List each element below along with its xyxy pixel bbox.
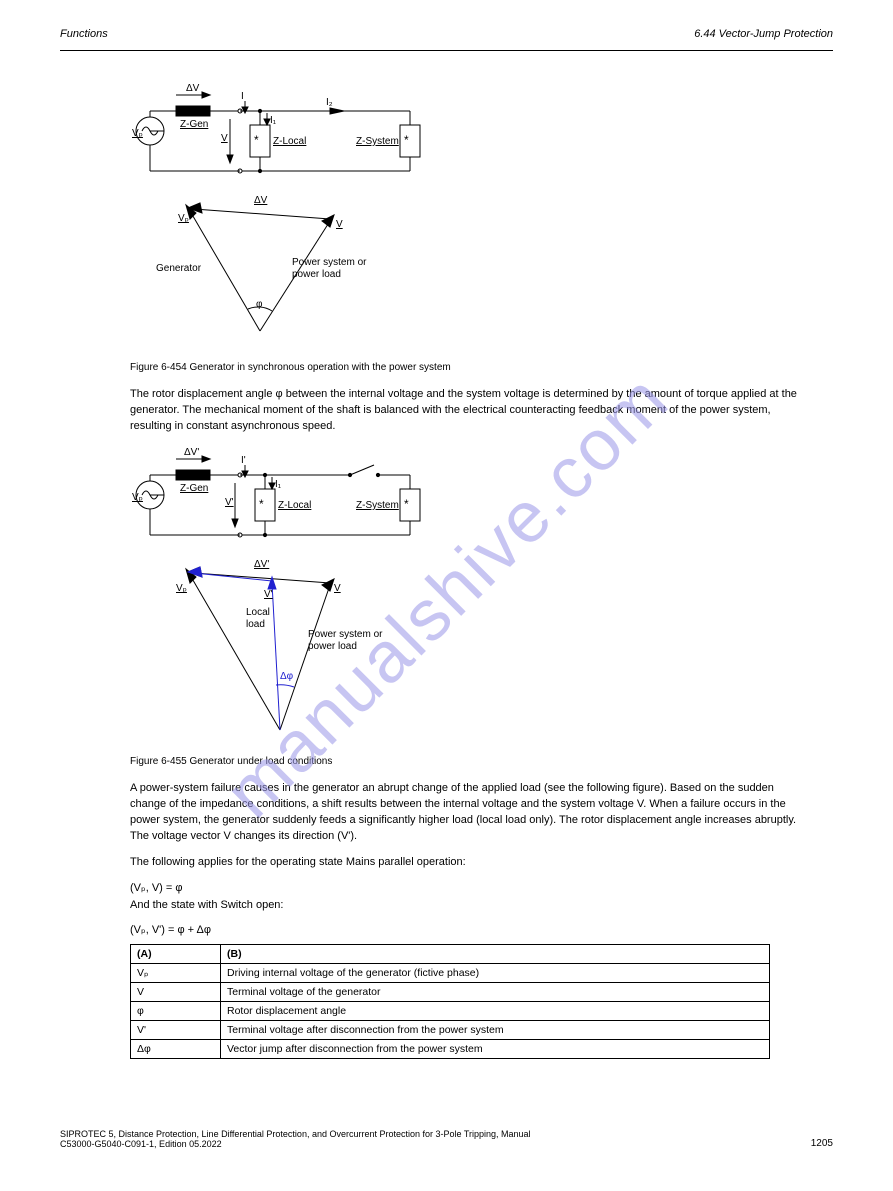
cell: Rotor displacement angle [221,1002,770,1021]
svg-text:*: * [254,133,259,147]
footer-page-number: 1205 [811,1138,833,1149]
table-row: φRotor displacement angle [131,1002,770,1021]
label-sys1: Power system or [292,257,367,268]
label-sys2: power load [292,269,341,280]
cell: Terminal voltage after disconnection fro… [221,1021,770,1040]
label2-zgen: Z-Gen [180,483,208,494]
label2-Vp-phasor: Vₚ [176,583,187,594]
label2-sys1: Power system or [308,629,383,640]
cell: Vector jump after disconnection from the… [221,1040,770,1059]
table-row: VₚDriving internal voltage of the genera… [131,964,770,983]
label-I2: I₂ [326,97,333,108]
paragraph-4: And the state with Switch open: [130,898,813,914]
figure-1: * * ΔV I I₂ I₁ Z-Gen Z-Local Z-System [130,81,833,354]
label2-I1: I₁ [275,479,282,490]
label-Vp-phasor: Vₚ [178,213,189,224]
label-V: V [221,133,228,144]
cell: Vₚ [131,964,221,983]
label-dV: ΔV [186,83,200,94]
table-row: ΔφVector jump after disconnection from t… [131,1040,770,1059]
label2-Vpr: V' [225,497,234,508]
label-Vp: Vₚ [132,128,143,139]
label-dV-phasor: ΔV [254,195,268,206]
paragraph-1: The rotor displacement angle φ between t… [130,387,813,435]
header-left: Functions [60,28,108,40]
svg-text:*: * [259,497,264,511]
figure-1-caption: Figure 6-454 Generator in synchronous op… [130,362,833,373]
label-I1: I₁ [270,115,277,126]
figure-2-caption: Figure 6-455 Generator under load condit… [130,756,833,767]
label2-zsystem: Z-System [356,500,399,511]
label2-V-phasor: V [334,583,341,594]
label2-local2: load [246,619,265,630]
footer-line-2: C53000-G5040-C091-1, Edition 05.2022 [60,1139,222,1149]
cell: V [131,983,221,1002]
cell: V' [131,1021,221,1040]
definitions-table: (A) (B) VₚDriving internal voltage of th… [130,944,770,1059]
label-gen: Generator [156,263,202,274]
label2-Ip: I' [241,455,246,466]
svg-text:*: * [404,133,409,147]
table-row: V'Terminal voltage after disconnection f… [131,1021,770,1040]
label2-dV-phasor: ΔV' [254,559,269,570]
label-zlocal: Z-Local [273,136,306,147]
label2-local1: Local [246,607,270,618]
table-row: VTerminal voltage of the generator [131,983,770,1002]
cell: Δφ [131,1040,221,1059]
label2-Vpr-phasor: V' [264,589,273,600]
table-header-a: (A) [131,945,221,964]
label-phi: φ [256,299,263,310]
cell: Driving internal voltage of the generato… [221,964,770,983]
equation-1: (Vₚ, V) = φ [130,881,833,894]
label-zsystem: Z-System [356,136,399,147]
label2-zlocal: Z-Local [278,500,311,511]
svg-text:*: * [404,497,409,511]
header-right: 6.44 Vector-Jump Protection [694,28,833,40]
label2-dphi: Δφ [280,671,294,682]
footer-line-1: SIPROTEC 5, Distance Protection, Line Di… [60,1129,531,1139]
label-V-phasor: V [336,219,343,230]
paragraph-3: The following applies for the operating … [130,855,813,871]
label2-dV: ΔV' [184,447,199,458]
footer-text: SIPROTEC 5, Distance Protection, Line Di… [60,1129,531,1149]
cell: Terminal voltage of the generator [221,983,770,1002]
label2-sys2: power load [308,641,357,652]
equation-2: (Vₚ, V') = φ + Δφ [130,923,833,936]
top-rule [60,50,833,51]
figure-2: * * ΔV' I' I₁ Z-Gen Z-Local Z-System Vₚ … [130,445,833,748]
paragraph-2: A power-system failure causes in the gen… [130,781,813,845]
label2-Vp: Vₚ [132,492,143,503]
table-header-b: (B) [221,945,770,964]
cell: φ [131,1002,221,1021]
label-zgen: Z-Gen [180,119,208,130]
label-I: I [241,91,244,102]
